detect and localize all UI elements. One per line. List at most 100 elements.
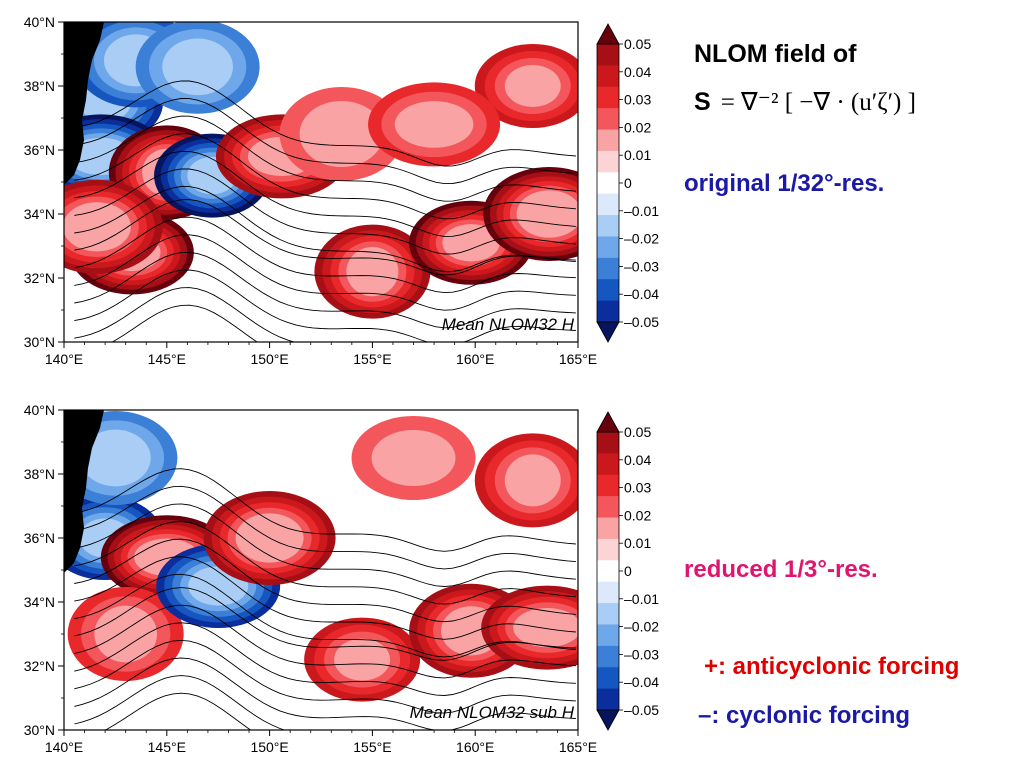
- land-mask-japan: [64, 410, 104, 573]
- colorbar-swatch: [597, 108, 619, 131]
- colorbar-tick-label: –0.02: [624, 231, 659, 247]
- y-tick-label: 38°N: [24, 78, 55, 94]
- ssh-contour-line: [74, 251, 576, 329]
- colorbar-swatch: [597, 44, 619, 66]
- colorbar-tick-label: –0.05: [624, 702, 659, 718]
- field-contour-level: [346, 247, 399, 297]
- colorbar-swatch: [597, 603, 619, 625]
- colorbar-tick-label: 0.02: [624, 119, 651, 135]
- colorbar-swatch: [597, 300, 619, 323]
- ssh-contour-line: [74, 521, 576, 605]
- ssh-contours-bottom: [74, 468, 576, 730]
- colorbar-bottom-triangle: [596, 321, 620, 343]
- colorbar-tick-label: 0.05: [624, 424, 651, 440]
- ssh-contour-line: [74, 485, 576, 570]
- field-feature: [64, 179, 163, 274]
- colorbar-swatch: [597, 474, 619, 497]
- colorbar-swatch: [597, 129, 619, 152]
- colorbar-tick-label: –0.01: [624, 203, 659, 219]
- top-map-panel: 140°E 145°E 150°E 155°E 160°E 165°E 30°N32°N3…: [24, 14, 660, 367]
- colorbar-tick-label: –0.05: [624, 314, 659, 330]
- field-feature: [351, 416, 476, 500]
- ssh-contour-line: [74, 556, 576, 640]
- colorbar-bottom-triangle: [596, 709, 620, 731]
- colorbar-swatch: [597, 172, 619, 195]
- x-tick-label: 140°E: [45, 351, 83, 367]
- colorbar-tick-label: –0.04: [624, 286, 659, 302]
- y-tick-label: 36°N: [24, 530, 55, 546]
- x-axis-ticks: 140°E 145°E 150°E 155°E 160°E 165°E: [45, 342, 597, 367]
- x-tick-label: 150°E: [250, 351, 288, 367]
- colorbar-swatch: [597, 581, 619, 604]
- colorbar-swatch: [597, 432, 619, 454]
- colorbar-swatch: [597, 624, 619, 647]
- field-feature: [135, 22, 260, 114]
- x-tick-label: 140°E: [45, 739, 83, 755]
- colorbar-swatch: [597, 667, 619, 690]
- colorbar-swatch: [597, 236, 619, 259]
- plot-label: Mean NLOM32 H: [442, 315, 575, 334]
- field-feature: [474, 44, 578, 128]
- ssh-contour-line: [74, 622, 576, 696]
- ssh-contour-line: [74, 604, 576, 679]
- colorbar-tick-label: 0.03: [624, 92, 651, 108]
- formula-expression: = ∇⁻² [ −∇ · (u′ζ′) ]: [720, 89, 916, 116]
- colorbar-swatch: [597, 215, 619, 237]
- x-tick-label: 165°E: [559, 739, 597, 755]
- resolution-note-reduced: reduced 1/3°-res.: [684, 556, 878, 583]
- ssh-contour-line: [74, 234, 576, 311]
- ssh-contour-line: [74, 168, 576, 255]
- x-tick-label: 165°E: [559, 351, 597, 367]
- field-feature: [481, 585, 578, 670]
- ssh-contour-line: [74, 199, 576, 276]
- y-tick-label: 30°N: [24, 722, 55, 738]
- x-tick-label: 160°E: [456, 739, 494, 755]
- colorbar-swatch: [597, 496, 619, 519]
- y-tick-label: 30°N: [24, 334, 55, 350]
- field-contour-level: [516, 190, 578, 238]
- field-contour-level: [504, 65, 561, 107]
- ssh-contour-line: [111, 304, 259, 342]
- colorbar-tick-label: –0.03: [624, 258, 659, 274]
- colorbar-swatch: [597, 560, 619, 583]
- field-feature: [474, 433, 578, 528]
- y-tick-label: 34°N: [24, 594, 55, 610]
- colorbar-swatch: [597, 517, 619, 540]
- x-axis-ticks: 140°E 145°E 150°E 155°E 160°E 165°E: [45, 730, 597, 755]
- ssh-contour-line: [74, 186, 576, 273]
- x-tick-label: 155°E: [353, 351, 391, 367]
- field-contour-level: [513, 608, 578, 648]
- land-mask-japan: [64, 22, 104, 185]
- y-tick-label: 38°N: [24, 466, 55, 482]
- colorbar-swatch: [597, 65, 619, 88]
- colorbar-swatch: [597, 645, 619, 668]
- colorbar-swatch: [597, 86, 619, 109]
- field-contour-level: [334, 638, 391, 681]
- ssh-contours-top: [74, 80, 576, 342]
- colorbar-tick-label: 0.04: [624, 64, 651, 80]
- colorbar-tick-label: 0: [624, 563, 632, 579]
- colorbar-tick-label: –0.02: [624, 619, 659, 635]
- field-contour-level: [371, 430, 456, 486]
- colorbar-swatch: [597, 453, 619, 476]
- ssh-contour-line: [74, 639, 576, 714]
- field-contour-level: [299, 101, 384, 167]
- field-contour-level: [504, 454, 561, 507]
- field-contour-level: [94, 605, 158, 663]
- field-feature: [483, 167, 578, 261]
- colorbar-bottom: 0.05 0.04 0.03 0.02 0.01 0 –0.01 –0.02 –0.03 –0.0…: [596, 411, 659, 731]
- ssh-contour-line: [74, 503, 576, 587]
- ssh-contour-line: [74, 133, 576, 220]
- field-contour-level: [442, 224, 500, 262]
- colorbar-tick-label: 0.01: [624, 147, 651, 163]
- colorbar-swatch: [597, 688, 619, 711]
- colorbar-top-triangle: [596, 411, 620, 433]
- y-tick-label: 34°N: [24, 206, 55, 222]
- ssh-contour-line: [74, 150, 576, 237]
- colorbar-tick-label: –0.01: [624, 591, 659, 607]
- x-tick-label: 150°E: [250, 739, 288, 755]
- colorbar-swatch: [597, 150, 619, 173]
- colorbar-tick-label: –0.04: [624, 674, 659, 690]
- ssh-contour-line: [74, 657, 576, 730]
- forcing-field-top: [64, 22, 578, 319]
